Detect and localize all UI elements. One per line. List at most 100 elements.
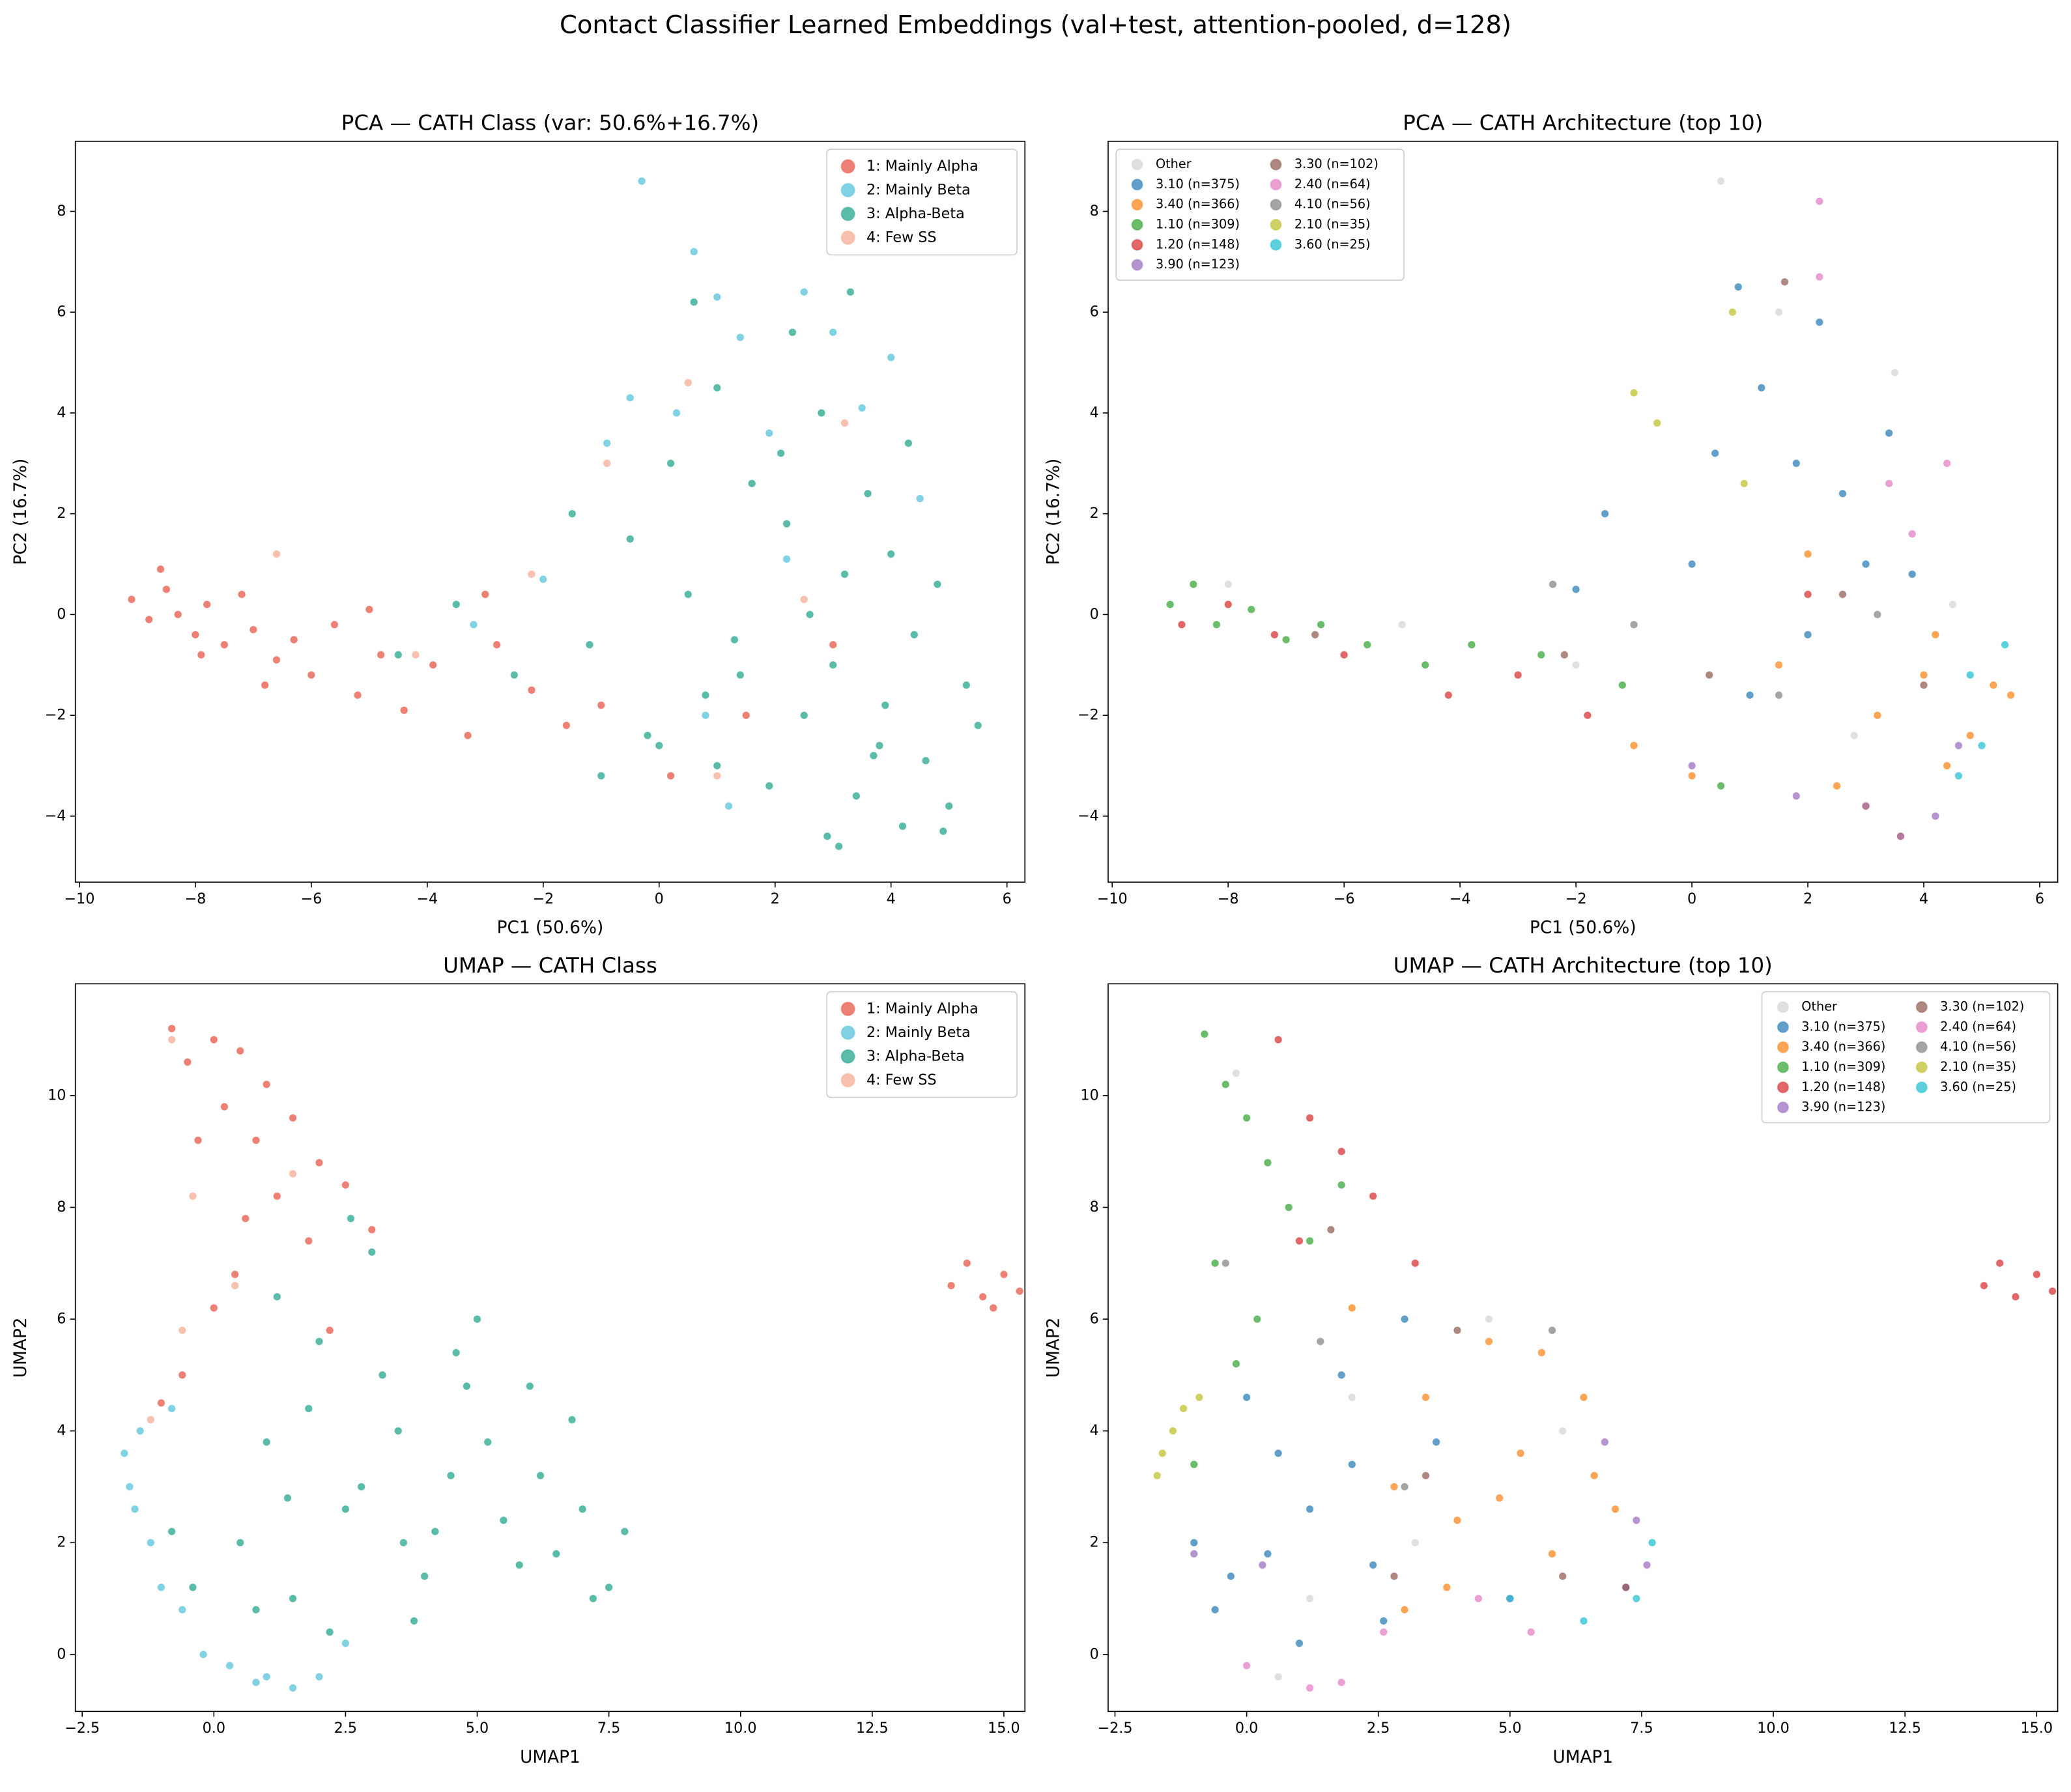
point: [898, 822, 907, 831]
point: [528, 570, 536, 578]
point: [394, 1427, 403, 1435]
point: [147, 1415, 155, 1424]
point: [1920, 671, 1928, 679]
point: [1227, 1572, 1235, 1580]
legend-marker: [1131, 259, 1143, 271]
point: [378, 1371, 386, 1379]
point: [1274, 1036, 1283, 1044]
point: [1954, 741, 1963, 750]
point: [748, 479, 756, 488]
point: [1630, 741, 1638, 750]
x-axis-label: PC1 (50.6%): [497, 918, 604, 938]
point: [1514, 671, 1522, 679]
point: [1232, 1359, 1240, 1368]
legend-box: [826, 149, 1018, 256]
legend-marker: [1131, 199, 1143, 211]
point: [493, 640, 501, 649]
point: [1242, 1393, 1251, 1402]
point: [199, 1650, 208, 1658]
x-tick-label: −2: [532, 890, 554, 907]
point: [684, 378, 693, 387]
point: [963, 1259, 971, 1268]
point: [236, 1539, 244, 1547]
legend: Other 3.10 (n=375) 3.40 (n=366) 1.10 (n=309…: [1115, 149, 1405, 281]
point: [840, 570, 849, 578]
legend-marker: [1270, 238, 1282, 251]
point: [1411, 1539, 1420, 1547]
point: [829, 661, 837, 669]
x-tick-label: 12.5: [856, 1720, 889, 1737]
point: [586, 640, 593, 649]
point: [1572, 661, 1580, 669]
legend-marker: [840, 1001, 855, 1016]
point: [1264, 1158, 1272, 1167]
legend-label: 4: Few SS: [866, 229, 937, 246]
point: [1740, 479, 1749, 488]
point: [1862, 802, 1870, 810]
point: [782, 555, 791, 563]
point: [273, 1292, 281, 1301]
point: [174, 610, 182, 619]
point: [1379, 1628, 1388, 1636]
point: [962, 681, 971, 689]
point: [1838, 489, 1847, 498]
point: [273, 1192, 281, 1201]
x-tick-label: 0: [655, 890, 664, 907]
point: [1453, 1326, 1461, 1335]
point: [367, 1248, 376, 1256]
point: [304, 1237, 313, 1245]
x-tick-label: 12.5: [1889, 1720, 1921, 1737]
x-tick-label: 10.0: [724, 1720, 757, 1737]
x-tick-label: 4: [1919, 890, 1928, 907]
legend-label: 2.10 (n=35): [1294, 217, 1371, 232]
x-tick-label: 15.0: [2020, 1720, 2053, 1737]
point: [666, 459, 675, 468]
legend-marker: [1270, 158, 1282, 171]
legend-marker: [840, 206, 855, 221]
point: [1401, 1483, 1409, 1491]
point: [1949, 601, 1957, 608]
legend-marker: [1777, 1001, 1790, 1014]
point: [1775, 661, 1783, 669]
x-tick-label: 2.5: [334, 1720, 357, 1737]
legend-label: 3.60 (n=25): [1940, 1079, 2016, 1094]
point: [666, 772, 675, 780]
point: [1966, 732, 1975, 739]
point: [1432, 1438, 1440, 1446]
point: [1348, 1460, 1356, 1469]
legend-label: 3.90 (n=123): [1801, 1100, 1885, 1115]
point: [452, 1348, 461, 1357]
point: [1954, 772, 1963, 780]
points: [1153, 1030, 2057, 1692]
point: [463, 1382, 471, 1390]
x-tick-label: −2.5: [64, 1720, 100, 1737]
y-tick-label: 6: [1090, 1311, 1099, 1328]
point: [1792, 792, 1801, 800]
point: [1885, 479, 1893, 488]
legend-label: 3.60 (n=25): [1294, 236, 1371, 251]
y-tick-label: −2: [45, 707, 66, 724]
legend-box: [1761, 991, 2051, 1124]
legend-marker: [1915, 1081, 1928, 1094]
legend-label: 4.10 (n=56): [1940, 1039, 2016, 1054]
point: [690, 248, 698, 256]
point: [1580, 1393, 1588, 1402]
point: [840, 419, 849, 427]
point: [272, 550, 281, 558]
legend-label: 1.10 (n=309): [1801, 1059, 1885, 1074]
point: [167, 1036, 176, 1044]
point: [1630, 620, 1638, 629]
point: [189, 1192, 197, 1201]
legend-label: 2: Mainly Beta: [866, 1024, 971, 1041]
legend-label: 4.10 (n=56): [1294, 197, 1371, 212]
point: [447, 1472, 455, 1480]
point: [145, 616, 153, 624]
legend: 1: Mainly Alpha 2: Mainly Beta 3: Alpha-Be…: [826, 149, 1018, 256]
point: [1468, 640, 1476, 649]
point: [1306, 1114, 1314, 1122]
point: [626, 393, 635, 402]
axes-frame: [74, 983, 1026, 1713]
point: [974, 721, 982, 730]
point: [1548, 1326, 1556, 1335]
point: [1908, 530, 1917, 538]
